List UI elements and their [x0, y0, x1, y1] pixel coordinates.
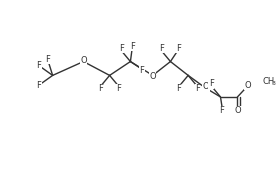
Text: F: F	[159, 44, 164, 53]
Text: F: F	[119, 44, 123, 53]
Text: F: F	[130, 42, 135, 51]
Text: F: F	[98, 84, 103, 93]
Text: F: F	[176, 84, 181, 93]
Text: O: O	[80, 56, 87, 65]
Text: F: F	[220, 106, 225, 115]
Text: F: F	[46, 55, 50, 64]
Text: F: F	[116, 84, 121, 93]
Text: O: O	[202, 82, 209, 91]
Text: O: O	[150, 72, 156, 81]
Text: 3: 3	[271, 81, 275, 86]
Text: O: O	[235, 106, 242, 115]
Text: F: F	[209, 79, 214, 88]
Text: F: F	[139, 66, 144, 75]
Text: F: F	[195, 84, 200, 93]
Text: O: O	[244, 81, 251, 90]
Text: F: F	[36, 81, 41, 90]
Text: CH: CH	[263, 77, 275, 86]
Text: F: F	[36, 61, 41, 70]
Text: F: F	[176, 44, 181, 53]
